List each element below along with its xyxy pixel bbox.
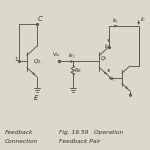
Text: $I_C$: $I_C$	[140, 15, 146, 24]
Text: Feedback: Feedback	[5, 130, 33, 135]
Text: $I_{B_2}$: $I_{B_2}$	[109, 75, 117, 84]
Text: $I_{C_1}$: $I_{C_1}$	[104, 42, 111, 52]
Text: $I_{B_2}$: $I_{B_2}$	[68, 52, 75, 61]
Text: $R_B$: $R_B$	[74, 66, 82, 75]
Text: Fig. 19.59   Operation: Fig. 19.59 Operation	[59, 130, 123, 135]
Text: E: E	[34, 95, 39, 101]
Text: $Q_2$: $Q_2$	[33, 57, 41, 66]
Text: $I_{E_1}$: $I_{E_1}$	[112, 17, 119, 26]
Text: Connection: Connection	[5, 139, 38, 144]
Text: 1: 1	[15, 57, 18, 62]
Text: $V_{in}$: $V_{in}$	[52, 50, 61, 59]
Text: $Q_1$: $Q_1$	[100, 54, 107, 63]
Text: Feedback Pair: Feedback Pair	[59, 139, 100, 144]
Text: C: C	[38, 16, 43, 22]
